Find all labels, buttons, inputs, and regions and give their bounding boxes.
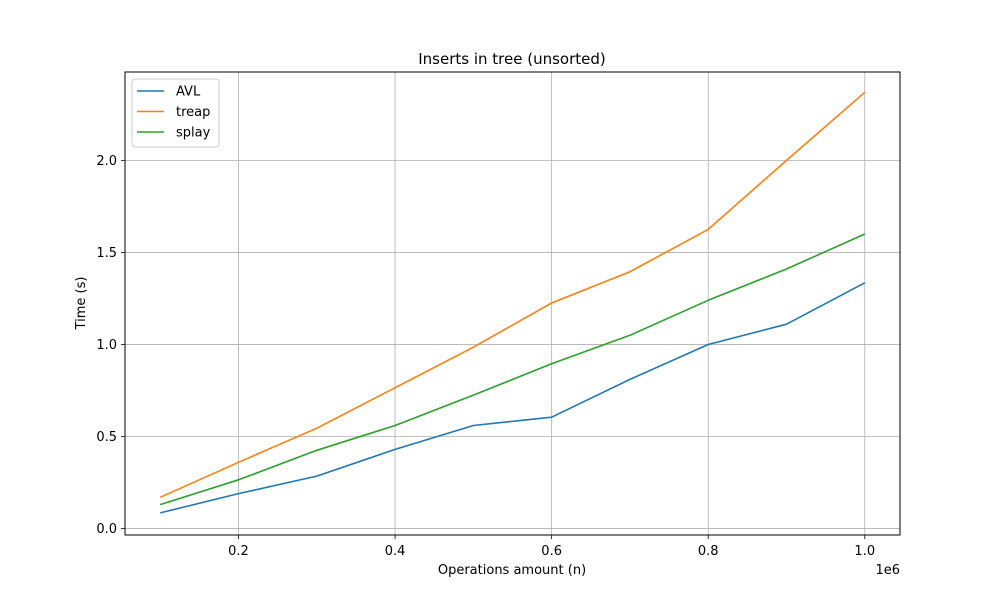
axis-ticks: 0.2 0.4 0.6 0.8 1.0 0.0 0.5 1.0 1.5 2.0 [96,154,875,559]
x-tick-label: 1.0 [854,544,875,559]
legend-label-splay: splay [176,126,211,141]
series-line-splay [159,233,866,506]
chart-title: Inserts in tree (unsorted) [418,50,606,68]
legend: AVL treap splay [131,78,220,148]
y-tick-label: 1.0 [96,338,117,353]
legend-box [131,78,220,148]
legend-label-avl: AVL [176,85,201,100]
y-tick-label: 0.5 [96,430,117,445]
y-axis-title: Time (s) [74,277,89,331]
x-axis-title: Operations amount (n) [438,563,586,578]
legend-label-treap: treap [176,105,210,120]
x-tick-label: 0.6 [541,544,562,559]
y-tick-label: 0.0 [96,522,117,537]
series-lines [159,91,866,514]
plot-frame [124,71,901,536]
y-tick-label: 1.5 [96,246,117,261]
series-line-treap [159,91,866,499]
y-tick-label: 2.0 [96,154,117,169]
x-axis-offset-label: 1e6 [875,563,900,578]
series-line-avl [160,282,866,514]
x-tick-label: 0.2 [228,544,249,559]
x-tick-label: 0.8 [698,544,719,559]
x-tick-label: 0.4 [385,544,406,559]
